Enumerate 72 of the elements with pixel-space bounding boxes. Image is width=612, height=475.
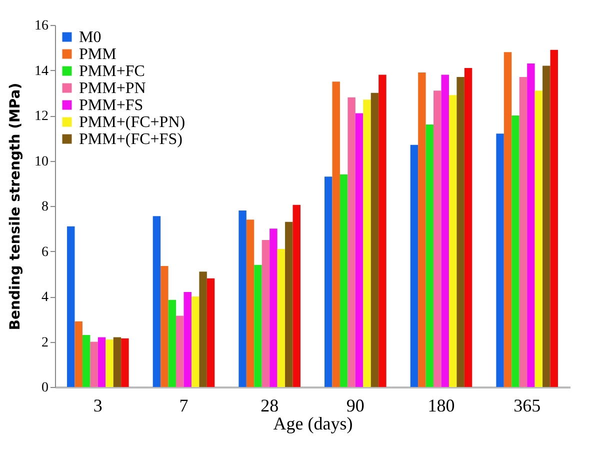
bar: [512, 116, 520, 387]
bar: [106, 339, 114, 387]
y-tick-label: 6: [42, 244, 48, 260]
bar: [160, 266, 168, 387]
bar: [355, 113, 364, 387]
bar: [121, 338, 129, 387]
bar: [519, 77, 528, 387]
bar: [191, 296, 200, 387]
bar: [332, 82, 340, 387]
y-tick-label: 12: [34, 109, 48, 124]
bar: [464, 68, 472, 387]
x-tick-label: 180: [428, 396, 455, 416]
legend-label: PMM+PN: [79, 80, 146, 97]
y-tick-label: 14: [34, 64, 48, 79]
bar: [448, 95, 457, 387]
bar: [262, 240, 270, 387]
y-tick-label: 8: [42, 200, 48, 214]
bar: [434, 90, 442, 387]
bar: [168, 300, 176, 387]
bar: [410, 144, 418, 387]
legend-label: M0: [79, 29, 102, 46]
legend-label: PMM+FS: [79, 97, 144, 114]
bar: [504, 52, 512, 387]
bar: [418, 72, 426, 387]
bar: [74, 321, 82, 387]
x-tick-label: 3: [93, 396, 102, 416]
y-tick-label: 16: [34, 18, 48, 34]
bar: [378, 74, 386, 387]
bar: [441, 74, 449, 387]
y-axis-title: Bending tensile strength (MPa): [8, 82, 24, 330]
y-tick-label: 2: [42, 335, 48, 350]
bar: [324, 176, 332, 387]
legend-label: PMM+FC: [79, 63, 145, 80]
legend-label: PMM: [79, 46, 116, 63]
x-tick-label: 28: [260, 396, 279, 416]
legend-label: PMM+(FC+PN): [79, 114, 186, 131]
bar: [254, 264, 262, 387]
bar: [67, 226, 75, 387]
legend-label: PMM+(FC+FS): [79, 131, 182, 148]
x-tick-label: 365: [514, 396, 541, 416]
bar: [292, 204, 300, 387]
bar: [285, 222, 293, 387]
bar: [277, 248, 286, 387]
bar: [550, 50, 558, 387]
y-tick-label: 4: [42, 290, 48, 305]
x-axis-title: Age (days): [273, 414, 353, 434]
bar: [496, 134, 504, 387]
bar: [90, 342, 98, 387]
bar: [363, 100, 371, 387]
bar: [113, 337, 122, 387]
x-tick-label: 90: [346, 396, 364, 416]
bar: [527, 63, 535, 387]
bar: [456, 77, 464, 387]
bar: [270, 228, 278, 387]
y-tick-label: 10: [34, 154, 48, 170]
bar: [542, 66, 550, 387]
bar: [370, 92, 379, 387]
bar: [199, 272, 207, 387]
bar: [184, 292, 192, 387]
bar: [534, 90, 543, 387]
bar: [82, 334, 90, 387]
y-tick-label: 0: [42, 380, 48, 396]
bar: [340, 174, 348, 387]
bar: [98, 337, 106, 387]
bar: [246, 220, 254, 387]
bar: [426, 124, 434, 387]
bar: [206, 278, 215, 387]
bar: [152, 216, 161, 387]
bar: [348, 97, 356, 387]
bar: [238, 210, 246, 387]
bar: [176, 316, 184, 387]
x-tick-label: 7: [179, 396, 188, 416]
